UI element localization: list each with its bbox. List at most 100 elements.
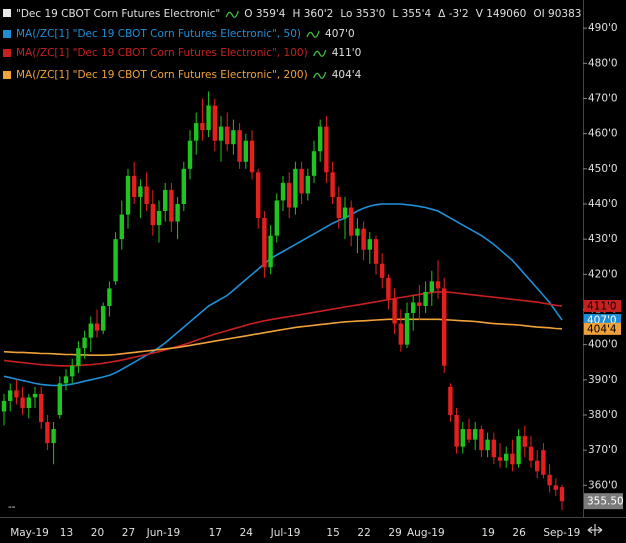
legend-swatch (3, 71, 11, 79)
candle-body (324, 126, 329, 173)
legend-label: MA(/ZC[1] "Dec 19 CBOT Corn Futures Elec… (16, 28, 301, 40)
expand-icon[interactable] (587, 524, 603, 536)
candle-body (113, 239, 118, 282)
candle-body (510, 453, 515, 465)
ma-line (3, 318, 563, 356)
candle-body (311, 151, 317, 176)
x-tick-label: Jul-19 (270, 527, 301, 539)
candle-body (20, 397, 25, 408)
candle-body (373, 239, 379, 264)
candle-body (262, 218, 267, 268)
candle-body (497, 457, 503, 461)
x-tick-label: 29 (388, 527, 401, 539)
legend-swatch (3, 9, 11, 17)
candle-body (82, 337, 87, 349)
candle-body (249, 140, 255, 173)
candle-body (150, 203, 155, 226)
candle-body (125, 175, 131, 215)
candle-body (336, 196, 341, 219)
axes: 360'0370'0380'0390'0400'0410'0420'0430'0… (10, 22, 624, 539)
candle-body (212, 105, 217, 141)
candle-body (39, 393, 44, 423)
candle-body (404, 313, 410, 345)
close-price-bg (584, 493, 623, 510)
candle-body (349, 207, 354, 236)
candle-body (504, 453, 509, 461)
x-tick-label: 15 (326, 527, 339, 539)
y-tick-label: 430'0 (588, 233, 618, 245)
y-tick-label: 470'0 (588, 92, 618, 104)
x-tick-label: Sep-19 (543, 527, 580, 539)
candle-body (237, 130, 242, 162)
x-tick-label: 26 (512, 527, 526, 539)
candle-body (559, 487, 565, 502)
candle-body (528, 446, 534, 461)
candle-body (454, 415, 459, 447)
ma-line (3, 203, 563, 387)
candle-body (156, 211, 162, 226)
candle-body (268, 235, 273, 268)
ma-value-box: 404'4 (584, 322, 621, 335)
candle-body (522, 436, 527, 447)
study-icon (306, 30, 320, 38)
candle-body (1, 400, 7, 412)
candle-body (535, 460, 540, 472)
candle-body (398, 323, 403, 345)
y-tick-label: 450'0 (588, 163, 618, 175)
candle-body (225, 126, 230, 145)
x-tick-label: 20 (91, 527, 104, 539)
candle-body (218, 126, 224, 141)
quote-value: V 149060 (476, 8, 527, 20)
ma-value-box: 411'0 (584, 299, 621, 312)
candle-body (386, 277, 391, 299)
y-tick-label: 490'0 (588, 22, 618, 34)
candle-body (206, 105, 211, 131)
candle-body (541, 450, 546, 475)
candle-body (200, 123, 205, 131)
candle-body (280, 182, 286, 201)
x-tick-label: Jun-19 (146, 527, 181, 539)
x-tick-label: Aug-19 (407, 527, 445, 539)
candle-body (94, 323, 100, 331)
candle-body (466, 429, 472, 440)
candle-body (132, 175, 137, 197)
candle-body (194, 123, 199, 141)
candle-body (367, 239, 372, 250)
candle-body (287, 182, 292, 208)
candle-body (299, 168, 304, 194)
candle-body (243, 140, 248, 162)
candle-body (330, 172, 335, 197)
x-tick-label: 24 (240, 527, 254, 539)
candle-body (553, 485, 558, 490)
ma-value-bg (584, 299, 621, 312)
candle-body (26, 397, 31, 408)
x-tick-label: 27 (122, 527, 135, 539)
candle-body (380, 263, 385, 278)
y-tick-label: 360'0 (588, 479, 618, 491)
quote-value: Δ -3'2 (438, 8, 469, 20)
x-tick-label: 13 (60, 527, 73, 539)
x-tick-label: 22 (357, 527, 370, 539)
quote-value: OI 90383 (533, 8, 581, 20)
candle-body (392, 298, 397, 324)
candle-body (8, 390, 13, 401)
close-price-label: 355.50 (587, 496, 624, 508)
y-tick-label: 460'0 (588, 128, 618, 140)
quote-value: L 355'4 (392, 8, 431, 20)
legend-value: 404'4 (332, 69, 362, 81)
candle-body (163, 189, 168, 212)
candle-body (256, 172, 261, 219)
candle-body (318, 126, 323, 152)
candle-body (63, 376, 69, 384)
x-tick-label: 17 (209, 527, 222, 539)
candle-body (70, 365, 75, 377)
candle-body (442, 288, 447, 366)
x-tick-label: 19 (481, 527, 494, 539)
legend-value: 407'0 (325, 28, 355, 40)
legend-swatch (3, 30, 11, 38)
corner-label: -- (8, 501, 16, 513)
candle-body (88, 323, 93, 338)
candle-body (423, 291, 428, 306)
